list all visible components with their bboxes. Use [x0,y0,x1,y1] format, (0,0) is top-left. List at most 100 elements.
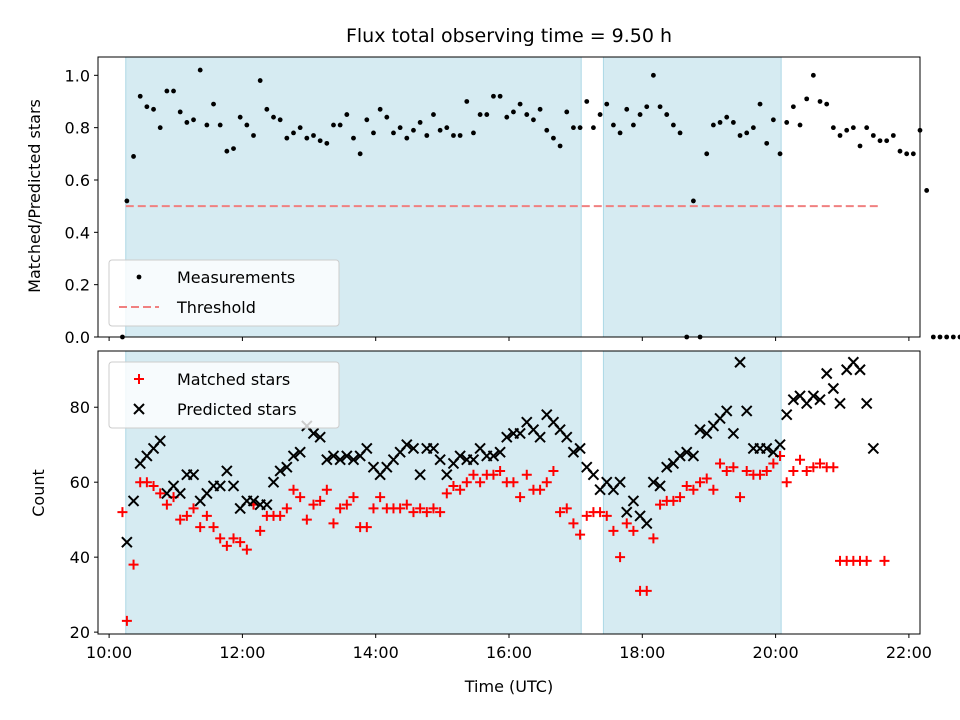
measurement-point [604,101,610,107]
measurement-point [537,106,543,112]
matched-star-point [155,488,166,499]
matched-star-point [495,465,506,476]
measurement-point [837,133,843,138]
measurement-point [890,133,896,138]
matched-star-point [795,454,806,465]
predicted-star-point [127,495,140,507]
matched-star-point [655,499,666,510]
matched-star-point [595,507,606,518]
predicted-star-point [854,364,866,376]
measurement-point [557,143,563,149]
x-tick-label: 12:00 [219,643,265,662]
measurement-point [850,125,856,131]
measurement-point [511,109,516,115]
matched-star-point [681,480,692,491]
predicted-star-point [401,439,413,451]
x-tick-label: 16:00 [486,643,532,662]
measurement-point [897,148,903,154]
matched-star-point [435,507,446,518]
predicted-star-point [761,442,773,455]
measurement-point [790,104,796,110]
measurement-point [177,109,183,115]
matched-star-point [701,473,712,484]
measurement-point [777,151,783,157]
matched-star-point [121,615,132,626]
predicted-star-point [587,468,600,481]
measurement-point [484,112,490,117]
predicted-star-point [780,409,793,421]
matched-star-point [128,559,139,570]
predicted-star-point [574,442,586,455]
matched-star-point [541,477,552,488]
matched-star-point [235,537,246,548]
measurement-point [770,117,776,123]
measurement-point [750,125,756,131]
measurement-point [764,140,770,146]
predicted-star-point [561,431,573,443]
measurement-point [844,127,850,133]
measurement-point [237,114,243,120]
predicted-star-point [834,397,846,410]
predicted-star-point [741,405,753,417]
matched-star-point [461,477,472,488]
matched-star-point [117,507,128,518]
measurement-point [591,125,596,131]
matched-star-point [615,552,626,563]
legend-predicted-swatch [133,403,145,415]
measurement-point [597,112,603,117]
matched-star-point [468,469,479,480]
measurement-point [724,114,730,120]
predicted-star-point [827,382,840,395]
measurement-point [297,125,303,131]
measurement-point [271,114,276,120]
bottom-panel: 10:00 12:00 14:00 16:00 18:00 20:00 22:00 20 40 6… [70,350,932,662]
matched-star-point [641,585,652,596]
measurement-point [544,127,550,133]
predicted-star-point [494,446,506,458]
bottom-y-axis-label: Count [29,469,48,517]
measurement-point [804,96,810,102]
matched-star-point [608,525,619,536]
x-tick-label: 22:00 [886,643,932,662]
x-tick-label: 18:00 [619,643,665,662]
measurement-point [924,188,930,193]
matched-star-point [455,484,466,495]
bottom-legend-label: Matched stars [177,370,290,389]
predicted-star-point [641,517,653,530]
matched-star-point [161,499,172,510]
measurement-point [531,117,536,123]
matched-star-point [761,465,772,476]
predicted-star-point [187,468,200,481]
measurement-point [411,127,416,133]
measurement-point [351,135,356,141]
bottom-observing-window [603,351,782,634]
matched-star-point [415,503,426,514]
measurement-point [324,140,330,146]
bottom-legend-label: Predicted stars [177,400,297,419]
predicted-star-point [501,431,513,443]
measurement-point [904,151,910,157]
measurement-point [577,125,583,131]
measurement-point [690,198,696,204]
top-y-axis-label: Matched/Predicted stars [25,99,44,293]
measurement-point [244,122,250,128]
measurement-point [524,112,530,117]
matched-star-point [181,510,192,521]
top-y-tick-label: 0.8 [65,119,90,138]
measurement-point [584,99,590,104]
x-tick-label: 10:00 [86,643,132,662]
predicted-star-point [334,453,346,466]
matched-star-point [341,499,352,510]
matched-star-point [328,518,339,529]
measurement-point [571,125,576,131]
top-y-tick-label: 0.2 [65,276,90,295]
x-axis-label: Time (UTC) [464,677,553,696]
predicted-star-point [807,390,820,402]
measurement-point [944,334,950,340]
measurement-point [464,99,470,104]
top-observing-window [603,57,782,337]
measurement-point [131,154,136,159]
matched-star-point [448,480,459,491]
matched-star-point [368,503,379,514]
